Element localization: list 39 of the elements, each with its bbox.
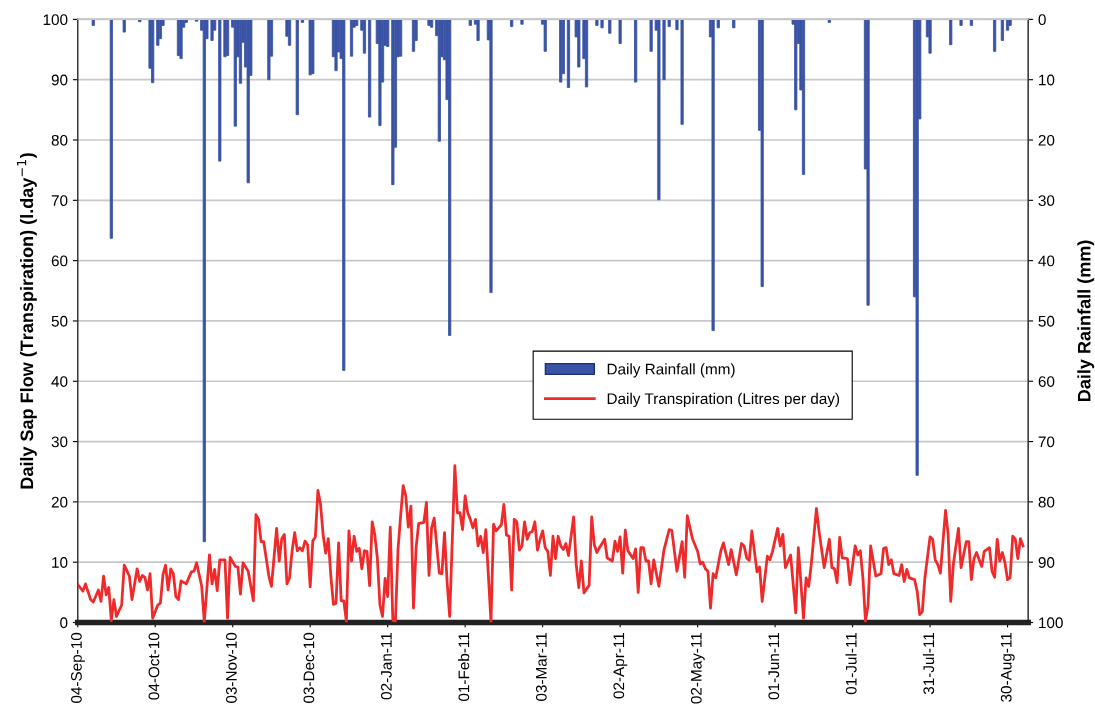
- x-tick-label: 02-Apr-11: [613, 632, 628, 699]
- legend-label: Daily Transpiration (Litres per day): [607, 392, 840, 408]
- y2-tick-label: 0: [1038, 14, 1046, 26]
- x-tick-label: 03-Nov-10: [225, 632, 237, 703]
- y2-tick-label: 50: [1038, 315, 1055, 327]
- y2-tick-label: 20: [1038, 134, 1055, 146]
- x-tick-label: 03-Dec-10: [303, 632, 315, 703]
- x-tick-label: 31-Jul-11: [922, 632, 935, 695]
- x-tick-label: 01-Jun-11: [768, 632, 780, 700]
- x-tick-label: 03-Mar-11: [535, 632, 547, 701]
- y-tick-label: 80: [51, 134, 68, 146]
- x-tick-label: 30-Aug-11: [1000, 632, 1015, 702]
- y-axis-title: Daily Sap Flow (Transpiration) (l.day$^{−1}$): [16, 153, 37, 489]
- y-tick-label: 50: [51, 315, 68, 327]
- y-tick-label: 70: [51, 195, 68, 207]
- y2-tick-label: 90: [1038, 557, 1055, 568]
- y2-tick-label: 10: [1039, 74, 1055, 86]
- y-tick-label: 40: [51, 376, 68, 387]
- y2-tick-label: 30: [1038, 195, 1055, 207]
- y-tick-label: 20: [51, 496, 68, 508]
- x-tick-label: 02-Jan-11: [380, 632, 392, 700]
- y-tick-label: 60: [51, 255, 68, 267]
- x-tick-label: 01-Jul-11: [845, 632, 857, 695]
- y-tick-label: 10: [52, 557, 68, 568]
- y2-tick-label: 80: [1038, 496, 1055, 508]
- y2-tick-label: 40: [1038, 255, 1055, 267]
- y-tick-label: 100: [43, 14, 68, 26]
- x-tick-label: 04-Sep-10: [71, 632, 85, 703]
- y-tick-label: 0: [60, 617, 68, 629]
- y-tick-label: 30: [51, 436, 68, 448]
- y2-tick-label: 100: [1039, 617, 1063, 629]
- x-tick-label: 02-May-11: [690, 632, 705, 704]
- y2-axis-title: Daily Rainfall (mm): [1077, 240, 1095, 401]
- x-tick-label: 01-Feb-11: [458, 632, 470, 701]
- y2-tick-label: 70: [1038, 436, 1055, 448]
- legend-label: Daily Rainfall (mm): [607, 363, 735, 378]
- y-tick-label: 90: [51, 74, 68, 86]
- y2-tick-label: 60: [1038, 376, 1055, 387]
- x-tick-label: 04-Oct-10: [148, 632, 160, 700]
